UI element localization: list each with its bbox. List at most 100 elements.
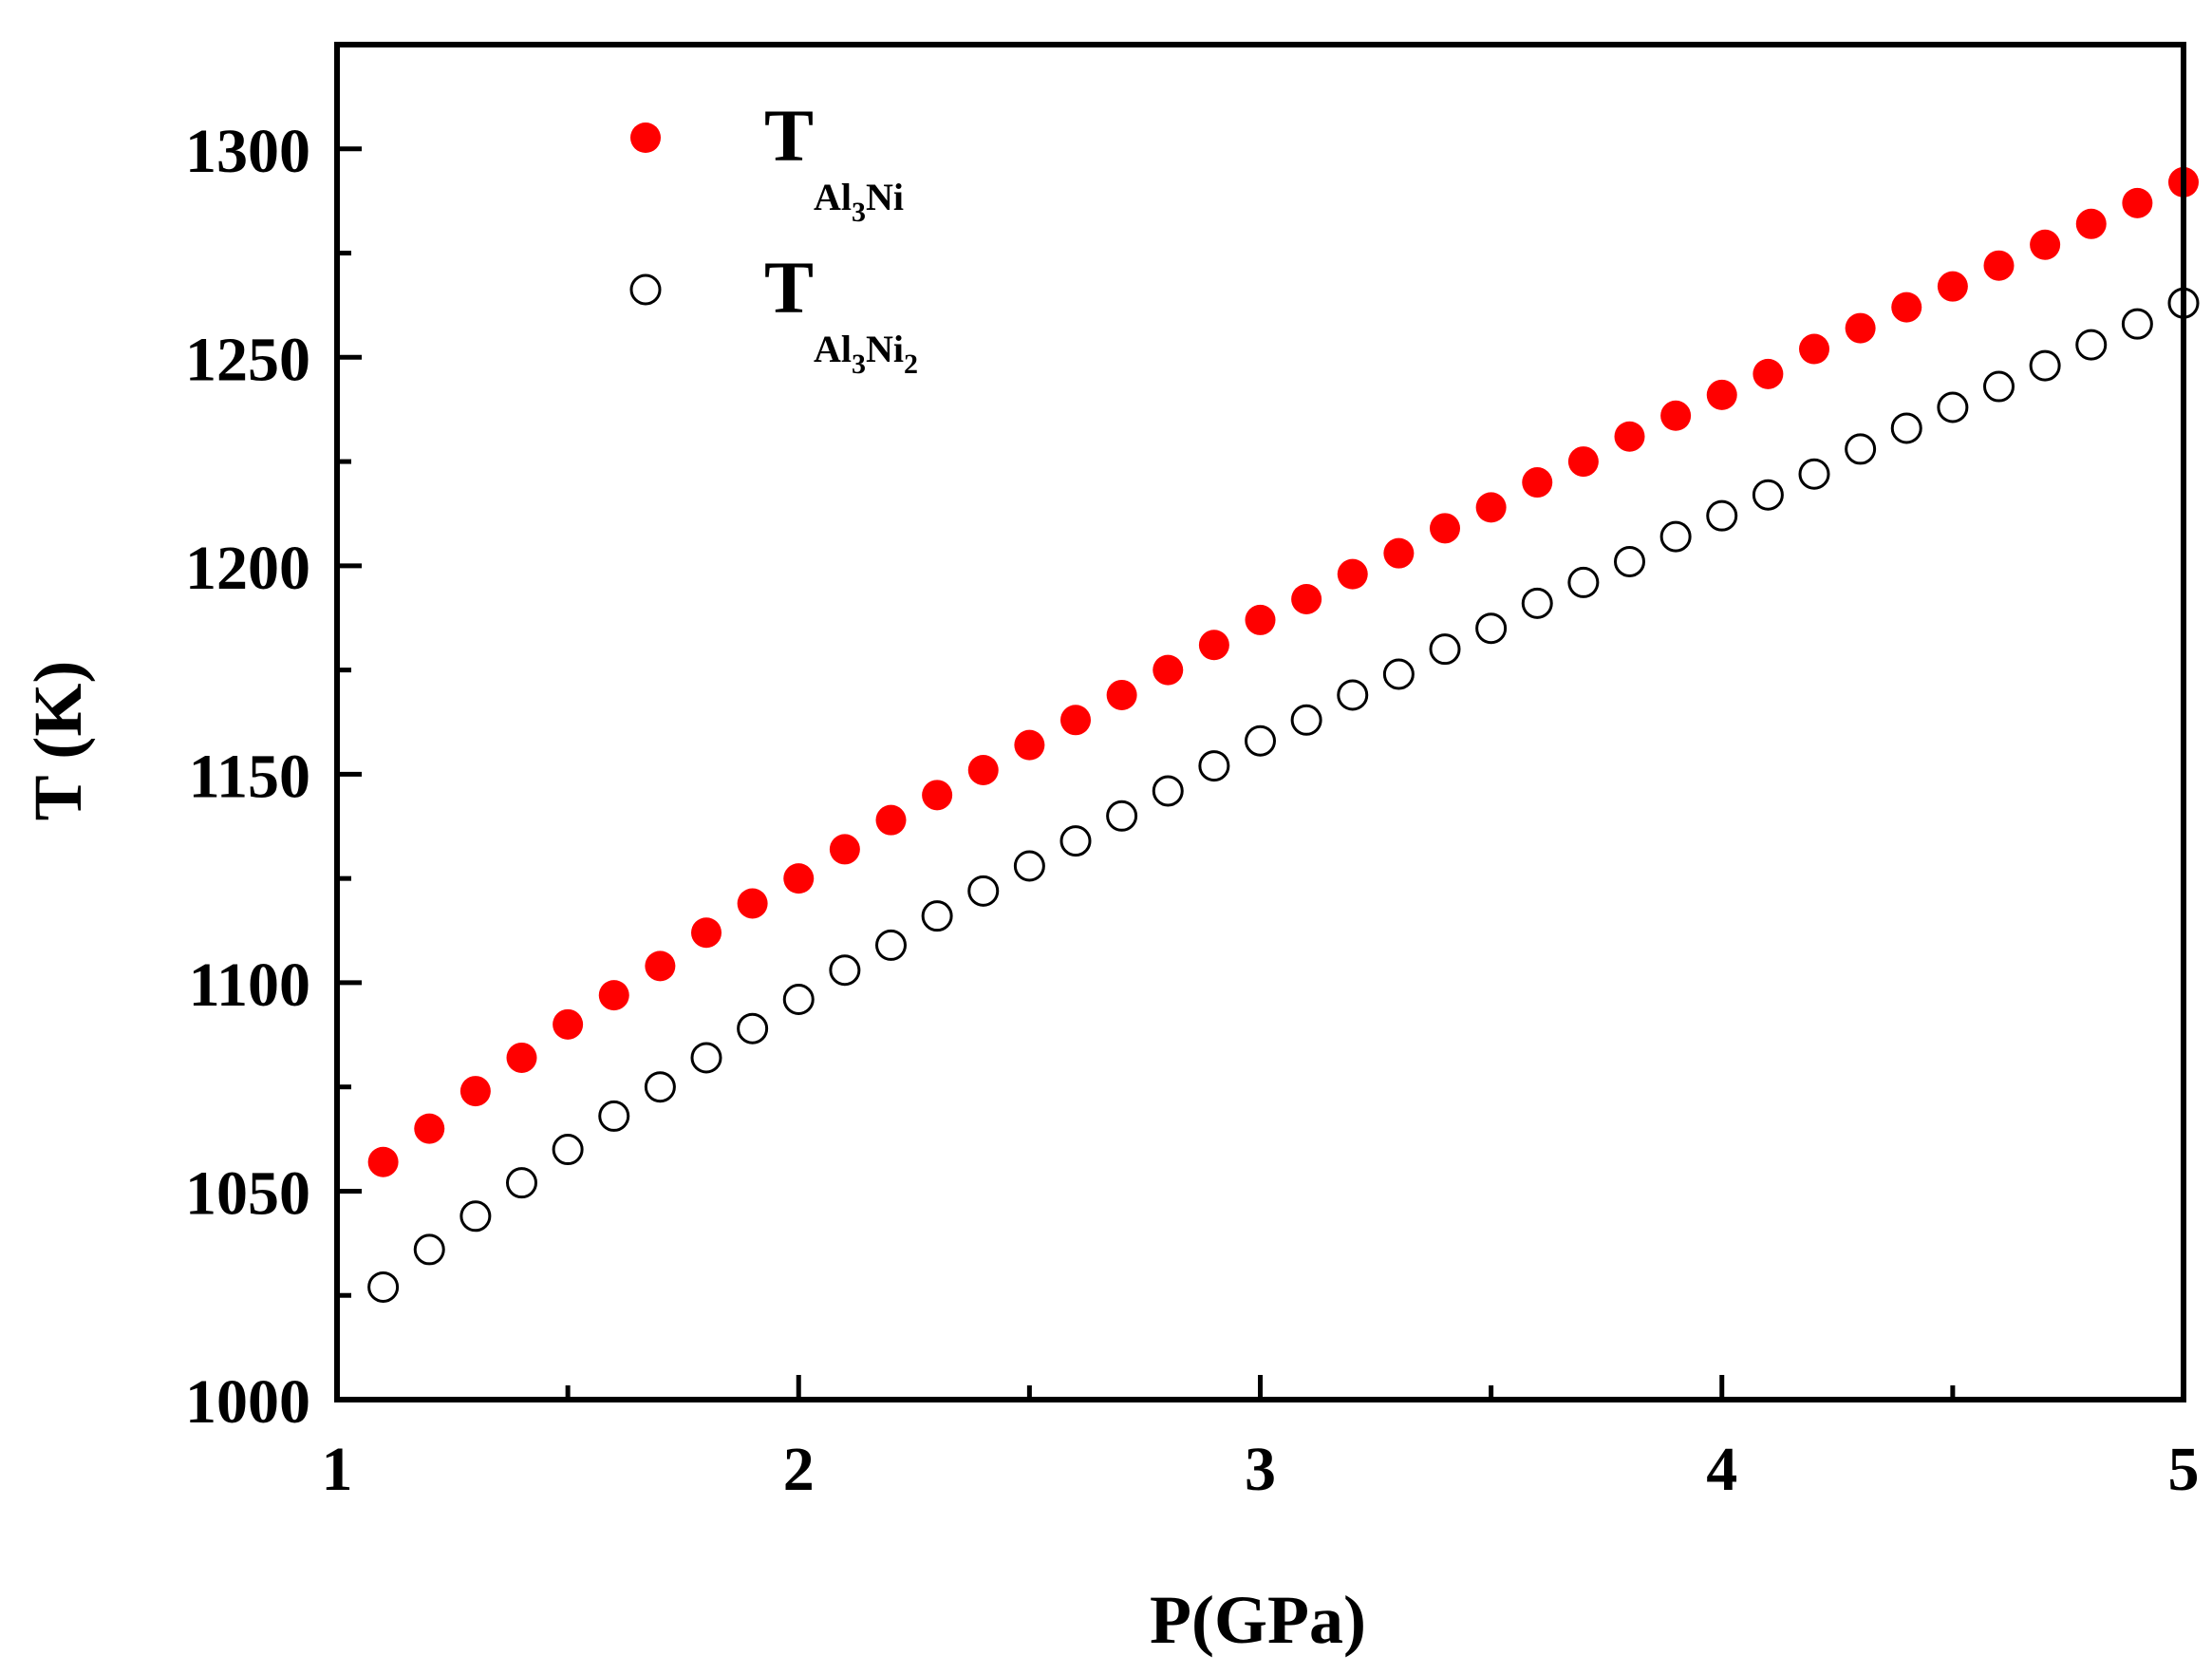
data-point bbox=[552, 1134, 584, 1166]
data-point bbox=[459, 1076, 491, 1107]
data-point bbox=[1475, 612, 1508, 645]
data-point bbox=[1059, 825, 1092, 857]
data-point bbox=[1337, 679, 1369, 711]
data-point bbox=[1798, 458, 1830, 490]
data-point bbox=[783, 863, 815, 894]
data-point bbox=[367, 1146, 399, 1177]
x-tick-label: 1 bbox=[322, 1435, 353, 1504]
x-tick-label: 5 bbox=[2168, 1435, 2200, 1504]
data-point bbox=[1430, 513, 1460, 544]
x-tick-label: 2 bbox=[783, 1435, 815, 1504]
data-point bbox=[967, 875, 1000, 907]
data-point bbox=[921, 900, 953, 932]
data-point bbox=[1845, 312, 1876, 344]
data-point bbox=[1245, 725, 1276, 757]
data-point bbox=[1983, 370, 2015, 403]
data-point bbox=[1799, 333, 1829, 365]
data-point bbox=[967, 754, 999, 785]
data-point bbox=[1845, 433, 1877, 465]
data-point bbox=[506, 1042, 537, 1073]
legend-entry: TAl3Ni2 bbox=[629, 246, 918, 380]
legend-marker bbox=[630, 122, 661, 153]
data-point bbox=[1983, 250, 2015, 281]
y-tick-label: 1000 bbox=[185, 1367, 310, 1437]
data-point bbox=[1753, 358, 1784, 389]
data-point bbox=[2121, 308, 2153, 340]
data-point bbox=[1614, 545, 1645, 577]
data-points-layer bbox=[367, 166, 2200, 1303]
data-point bbox=[1521, 587, 1553, 619]
data-point bbox=[2075, 329, 2108, 361]
data-point bbox=[644, 1071, 676, 1103]
data-point bbox=[922, 780, 953, 811]
data-point bbox=[691, 917, 722, 949]
data-point bbox=[1567, 566, 1600, 598]
data-point bbox=[1522, 467, 1553, 499]
data-point bbox=[1706, 499, 1738, 532]
data-point bbox=[1383, 537, 1415, 569]
data-point bbox=[1060, 705, 1091, 736]
data-point bbox=[1198, 630, 1229, 661]
y-tick-label: 1050 bbox=[185, 1158, 310, 1228]
data-point bbox=[1337, 558, 1368, 590]
data-point bbox=[553, 1008, 584, 1040]
data-point bbox=[645, 950, 676, 982]
data-point bbox=[782, 983, 815, 1015]
data-point bbox=[459, 1200, 492, 1233]
data-point bbox=[1198, 750, 1230, 782]
data-point bbox=[1614, 421, 1645, 452]
data-point bbox=[506, 1167, 537, 1199]
legend: TAl3Ni TAl3Ni2 bbox=[629, 94, 918, 380]
data-point bbox=[414, 1113, 445, 1144]
y-tick-label: 1200 bbox=[185, 534, 310, 603]
plot-frame bbox=[334, 42, 2186, 1402]
data-point bbox=[1752, 479, 1784, 511]
data-point bbox=[2075, 208, 2107, 239]
data-point bbox=[2029, 349, 2061, 382]
tick-label-layer: 1 2 3 4 5 1000 1050 1100 1150 1200 1250 1300 bbox=[185, 117, 2200, 1504]
data-point bbox=[1013, 850, 1045, 882]
legend-label: TAl3Ni2 bbox=[764, 246, 918, 380]
data-point bbox=[1014, 729, 1045, 761]
y-tick-label: 1150 bbox=[189, 742, 310, 811]
data-point bbox=[1429, 633, 1461, 666]
y-tick-label: 1300 bbox=[185, 117, 310, 186]
data-point bbox=[1106, 800, 1138, 832]
data-point bbox=[1291, 583, 1322, 614]
data-point bbox=[2030, 229, 2061, 260]
data-point bbox=[598, 980, 629, 1011]
data-point bbox=[690, 1042, 722, 1074]
data-point bbox=[737, 888, 768, 919]
y-axis-label: T (K) bbox=[20, 661, 96, 821]
data-point bbox=[1245, 604, 1276, 635]
data-point bbox=[1382, 658, 1415, 690]
data-point bbox=[829, 834, 860, 865]
data-point bbox=[1891, 292, 1922, 323]
data-point bbox=[1660, 400, 1692, 431]
data-point bbox=[1152, 775, 1184, 807]
data-point bbox=[367, 1270, 400, 1303]
data-point bbox=[875, 804, 907, 836]
y-tick-label: 1250 bbox=[185, 325, 310, 394]
data-point bbox=[1290, 704, 1322, 736]
data-point bbox=[1937, 391, 1969, 423]
data-point bbox=[737, 1012, 769, 1045]
data-point bbox=[598, 1100, 630, 1132]
data-point bbox=[1659, 520, 1692, 553]
y-tick-label: 1100 bbox=[189, 950, 310, 1020]
data-point bbox=[1106, 679, 1137, 710]
data-point bbox=[1890, 412, 1922, 444]
data-point bbox=[1567, 446, 1599, 478]
legend-label: TAl3Ni bbox=[764, 94, 904, 228]
legend-entry: TAl3Ni bbox=[630, 94, 904, 228]
data-point bbox=[875, 929, 907, 961]
data-point bbox=[1937, 271, 1968, 302]
x-axis-label: P(GPa) bbox=[1150, 1582, 1366, 1658]
data-point bbox=[2122, 187, 2153, 218]
x-tick-label: 3 bbox=[1245, 1435, 1276, 1504]
x-tick-label: 4 bbox=[1706, 1435, 1737, 1504]
data-point bbox=[1153, 654, 1184, 686]
data-point bbox=[1706, 379, 1737, 410]
